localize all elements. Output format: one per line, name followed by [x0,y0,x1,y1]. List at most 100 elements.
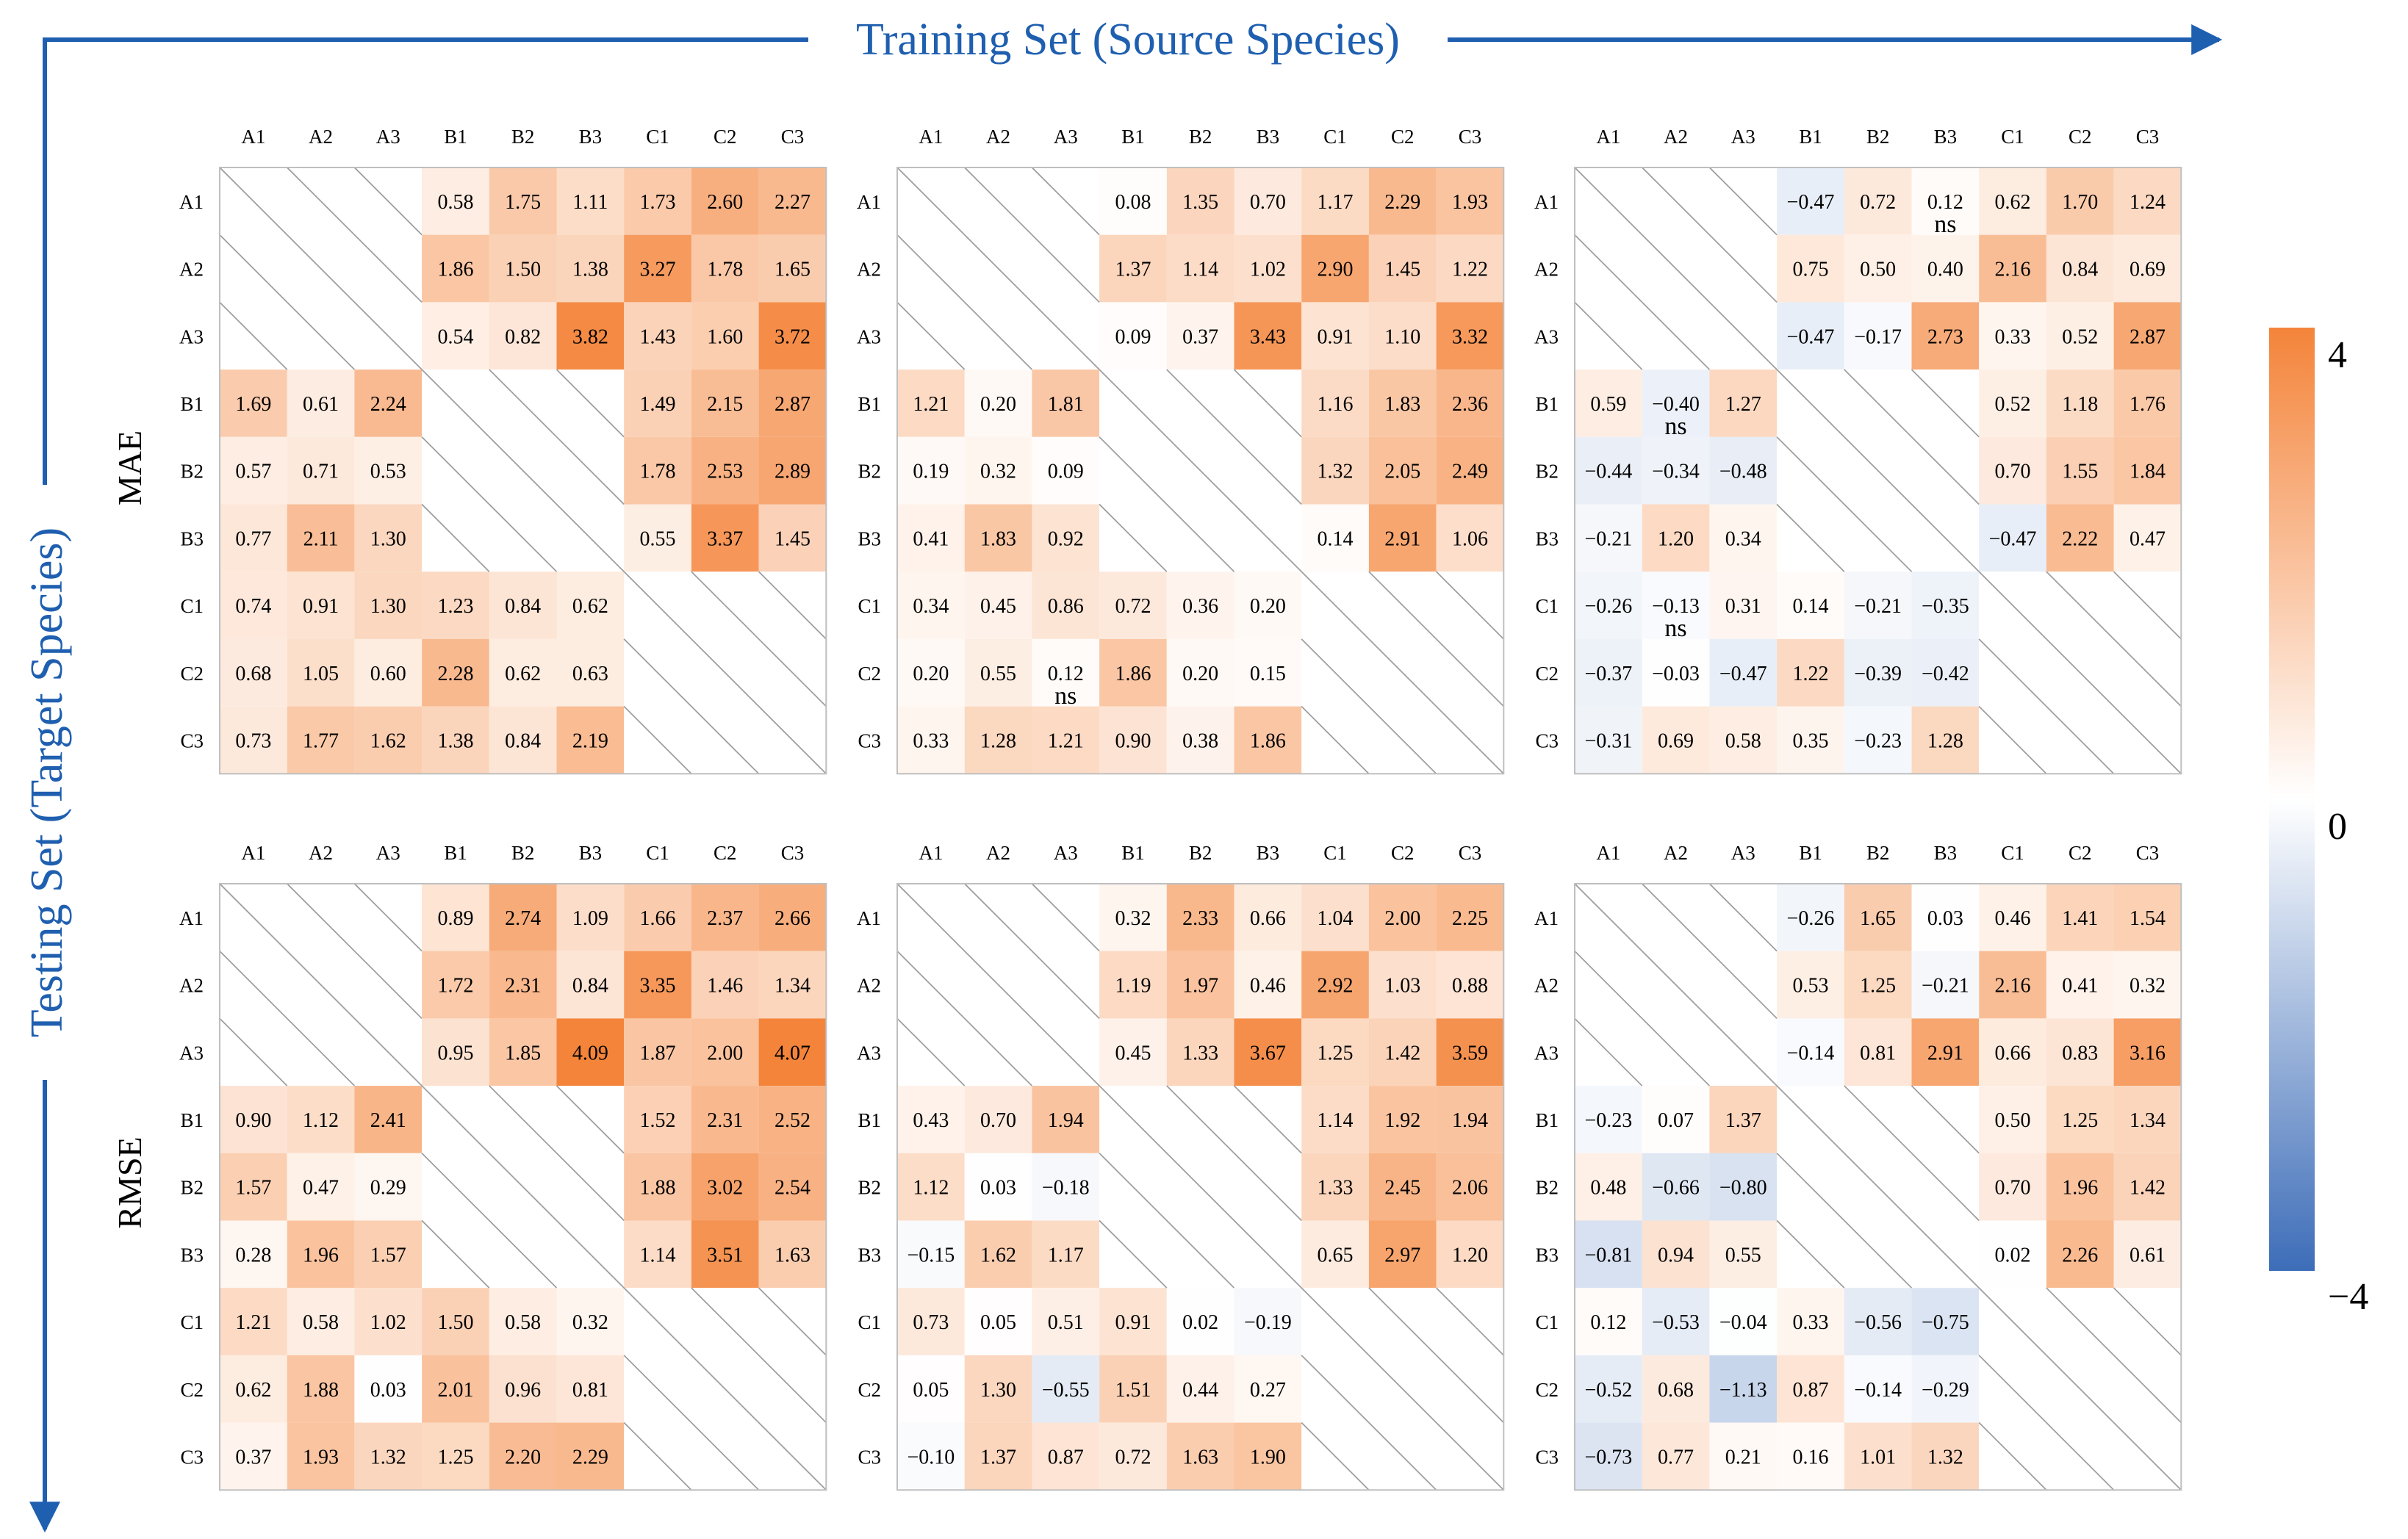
y-tick-label: B2 [1535,461,1559,483]
cell-value-label: 1.41 [2062,907,2098,930]
heatmap-cell [1575,1422,1642,1491]
y-tick-label: B1 [180,393,204,415]
heatmap-cell [1166,1288,1234,1355]
y-tick-label: C2 [1535,1379,1559,1401]
hatch-line [964,167,1100,303]
cell-value-label: 1.23 [437,595,473,618]
diag-block-hatch [1099,369,1302,572]
x-tick-label: C1 [646,842,669,864]
cell-value-label: 1.19 [1115,975,1151,998]
heatmap-cell [422,1018,489,1086]
heatmap-cell [422,638,489,707]
heatmap-cell [2113,436,2182,505]
hatch-line [896,951,1032,1086]
cell-value-label: 1.09 [572,907,608,930]
cell-value-label: 0.59 [1590,393,1626,416]
y-tick-label: B2 [180,461,204,483]
heatmap-cell [758,234,827,303]
cell-value-label: 2.89 [774,461,811,483]
cell-value-label: −0.03 [1652,663,1700,685]
heatmap-cell [1979,1018,2046,1086]
heatmap-cell [1368,951,1437,1019]
hatch-line [219,1017,288,1086]
hatch-line [1099,1153,1235,1288]
heatmap-cell [1979,1153,2046,1221]
heatmap-cell [1911,884,1980,951]
heatmap-cell [624,504,691,572]
hatch-line [287,883,423,1019]
cell-value-label: −0.44 [1584,461,1632,483]
cell-value-label: 0.58 [505,1311,541,1334]
heatmap-cell [1777,1422,1844,1491]
heatmap-cell [2046,1220,2114,1288]
heatmap-cell [1911,1422,1980,1491]
cell-value-label: 0.60 [370,663,406,685]
cell-value-label: 2.20 [505,1446,541,1468]
heatmap-cell [2046,1086,2114,1153]
cell-value-label: 0.45 [1115,1042,1151,1064]
cell-value-label: −0.19 [1244,1311,1292,1334]
cell-value-label: 1.81 [1048,393,1084,416]
hatch-line [1911,1085,1980,1154]
cell-value-label: −0.75 [1922,1311,1969,1334]
y-tick-label: B1 [858,393,881,415]
x-tick-label: A1 [241,842,265,864]
cell-value-label: 0.81 [1860,1042,1896,1064]
cell-value-label: 0.95 [437,1042,473,1064]
cell-value-label: −0.14 [1787,1042,1835,1064]
cell-value-label: 1.94 [1048,1109,1084,1132]
heatmap-cell [1099,1355,1167,1423]
heatmap-cell [422,706,489,774]
hatch-line [421,1219,490,1288]
cell-value-label: −0.14 [1854,1379,1902,1402]
heatmap-cell [1368,884,1437,951]
y-tick-label: A1 [179,191,204,213]
panel-frame [896,167,1505,775]
cell-value-label: 0.37 [235,1446,271,1468]
cell-value-label: −0.10 [907,1446,955,1468]
cell-value-label: 0.84 [2062,259,2098,281]
cell-value-label: 0.53 [370,461,406,483]
cell-value-label: 0.44 [1182,1379,1218,1402]
cell-value-label: 0.91 [1318,325,1354,348]
cell-value-label: 2.27 [774,191,811,214]
hatch-line [421,369,625,572]
cell-value-label: 0.87 [1048,1446,1084,1468]
cell-value-label: 1.18 [2062,393,2098,416]
cell-value-label: 1.75 [505,191,541,214]
cell-value-label: −0.17 [1854,325,1902,348]
heatmap-cell [691,951,759,1019]
cell-value-label: 0.03 [980,1177,1016,1200]
x-tick-label: A1 [919,842,943,864]
heatmap-cell [220,1288,287,1355]
heatmap-cell [897,638,965,707]
heatmap-cell [2046,234,2114,303]
heatmap-panels: 0.58 1.75 1.11 1.73 2.60 2.27 1.86 1.50 1.38 3.27… [179,126,2182,1491]
heatmap-cell [1844,1355,1912,1423]
ns-marker: ns [1664,615,1686,642]
cell-value-label: 0.09 [1115,325,1151,348]
cell-value-label: 1.70 [2062,191,2098,214]
cell-value-label: 0.54 [437,325,473,348]
ns-marker: ns [1664,413,1686,440]
heatmap-cell [1844,884,1912,951]
heatmap-cell [1642,1288,1710,1355]
heatmap-cell [1099,302,1167,370]
cell-value-label: 0.75 [1792,259,1828,281]
heatmap-cell [1844,1422,1912,1491]
heatmap-panel: 0.32 2.33 0.66 1.04 2.00 2.25 1.19 1.97 0.46 2.92… [857,842,1505,1491]
cell-value-label: 0.90 [1115,729,1151,752]
cell-value-label: 0.81 [572,1379,608,1402]
y-tick-label: A3 [857,325,881,347]
heatmap-cell [1844,1018,1912,1086]
heatmap-cell [1436,234,1504,303]
cell-value-label: −0.80 [1719,1177,1767,1200]
heatmap-cell [691,1153,759,1221]
cell-value-label: 2.37 [707,907,743,930]
heatmap-cell [964,706,1032,774]
cell-value-label: 0.32 [1115,907,1151,930]
cell-value-label: 0.55 [980,663,1016,685]
cell-value-label: −0.48 [1719,461,1767,483]
cell-value-label: 1.37 [1725,1109,1761,1132]
heatmap-cell [220,1086,287,1153]
